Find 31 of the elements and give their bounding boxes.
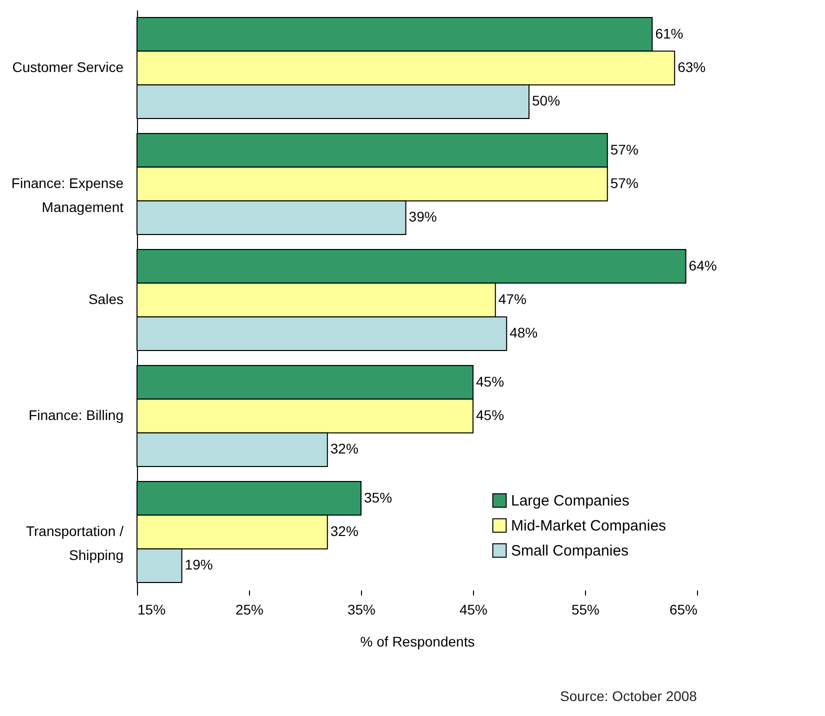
data-label: 57% — [610, 175, 638, 191]
data-label: 32% — [330, 523, 358, 539]
x-tick-label: 25% — [235, 602, 264, 618]
data-label: 57% — [610, 141, 638, 158]
source-note: Source: October 2008 — [560, 688, 697, 704]
x-tick-label: 35% — [347, 602, 376, 618]
y-tick-label: Customer Service — [12, 59, 124, 75]
x-tick-label: 55% — [571, 602, 600, 618]
data-label: 45% — [476, 407, 504, 423]
legend-label: Mid-Market Companies — [511, 518, 666, 534]
data-label: 61% — [655, 25, 684, 42]
data-label: 63% — [678, 59, 706, 75]
y-tick-label: Finance: Billing — [28, 407, 124, 423]
data-label: 48% — [510, 324, 538, 341]
x-tick-label: 15% — [138, 602, 166, 618]
data-label: 35% — [364, 489, 392, 506]
x-tick-label: 65% — [669, 602, 698, 618]
legend-label: Small Companies — [511, 542, 629, 560]
y-tick-label: Finance: Expense Management — [11, 175, 124, 215]
data-label: 50% — [532, 92, 560, 109]
data-label: 32% — [330, 440, 358, 457]
x-tick-label: 45% — [459, 602, 488, 618]
y-tick-label: Sales — [88, 291, 124, 307]
legend-label: Large Companies — [511, 492, 630, 510]
data-label: 45% — [476, 373, 504, 390]
data-label: 47% — [498, 291, 526, 307]
x-axis-title: % of Respondents — [360, 634, 475, 650]
data-label: 39% — [408, 208, 437, 225]
data-label: 19% — [184, 556, 213, 573]
y-tick-label: Transportation / Shipping — [26, 523, 124, 563]
data-label: 64% — [688, 257, 717, 274]
